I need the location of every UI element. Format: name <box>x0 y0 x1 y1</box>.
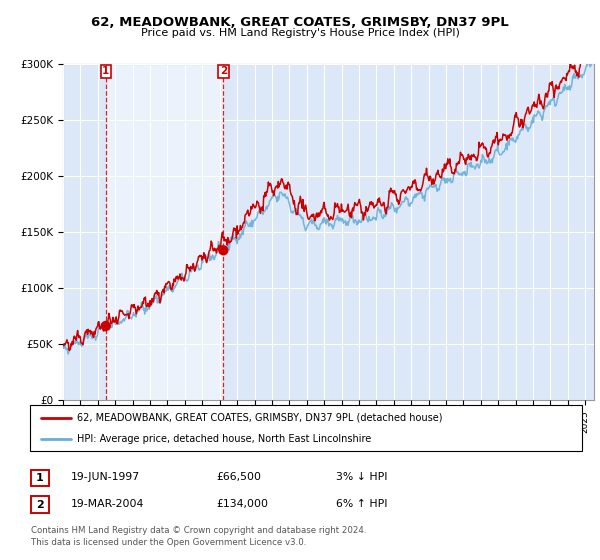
Text: Contains HM Land Registry data © Crown copyright and database right 2024.
This d: Contains HM Land Registry data © Crown c… <box>31 526 367 547</box>
Text: 6% ↑ HPI: 6% ↑ HPI <box>336 499 388 509</box>
Point <box>101 321 110 330</box>
FancyBboxPatch shape <box>30 405 582 451</box>
Text: 1: 1 <box>36 473 44 483</box>
FancyBboxPatch shape <box>31 497 49 512</box>
Text: 62, MEADOWBANK, GREAT COATES, GRIMSBY, DN37 9PL (detached house): 62, MEADOWBANK, GREAT COATES, GRIMSBY, D… <box>77 413 442 423</box>
Text: £66,500: £66,500 <box>216 472 261 482</box>
Text: 1: 1 <box>102 66 109 76</box>
Point <box>218 246 228 255</box>
Text: £134,000: £134,000 <box>216 499 268 509</box>
Bar <box>106 64 223 400</box>
Text: HPI: Average price, detached house, North East Lincolnshire: HPI: Average price, detached house, Nort… <box>77 435 371 444</box>
FancyBboxPatch shape <box>31 470 49 486</box>
Text: 19-JUN-1997: 19-JUN-1997 <box>71 472 140 482</box>
Text: 2: 2 <box>220 66 227 76</box>
Text: 62, MEADOWBANK, GREAT COATES, GRIMSBY, DN37 9PL: 62, MEADOWBANK, GREAT COATES, GRIMSBY, D… <box>91 16 509 29</box>
Text: Price paid vs. HM Land Registry's House Price Index (HPI): Price paid vs. HM Land Registry's House … <box>140 28 460 38</box>
Text: 19-MAR-2004: 19-MAR-2004 <box>71 499 144 509</box>
Text: 3% ↓ HPI: 3% ↓ HPI <box>336 472 388 482</box>
Text: 2: 2 <box>36 500 44 510</box>
